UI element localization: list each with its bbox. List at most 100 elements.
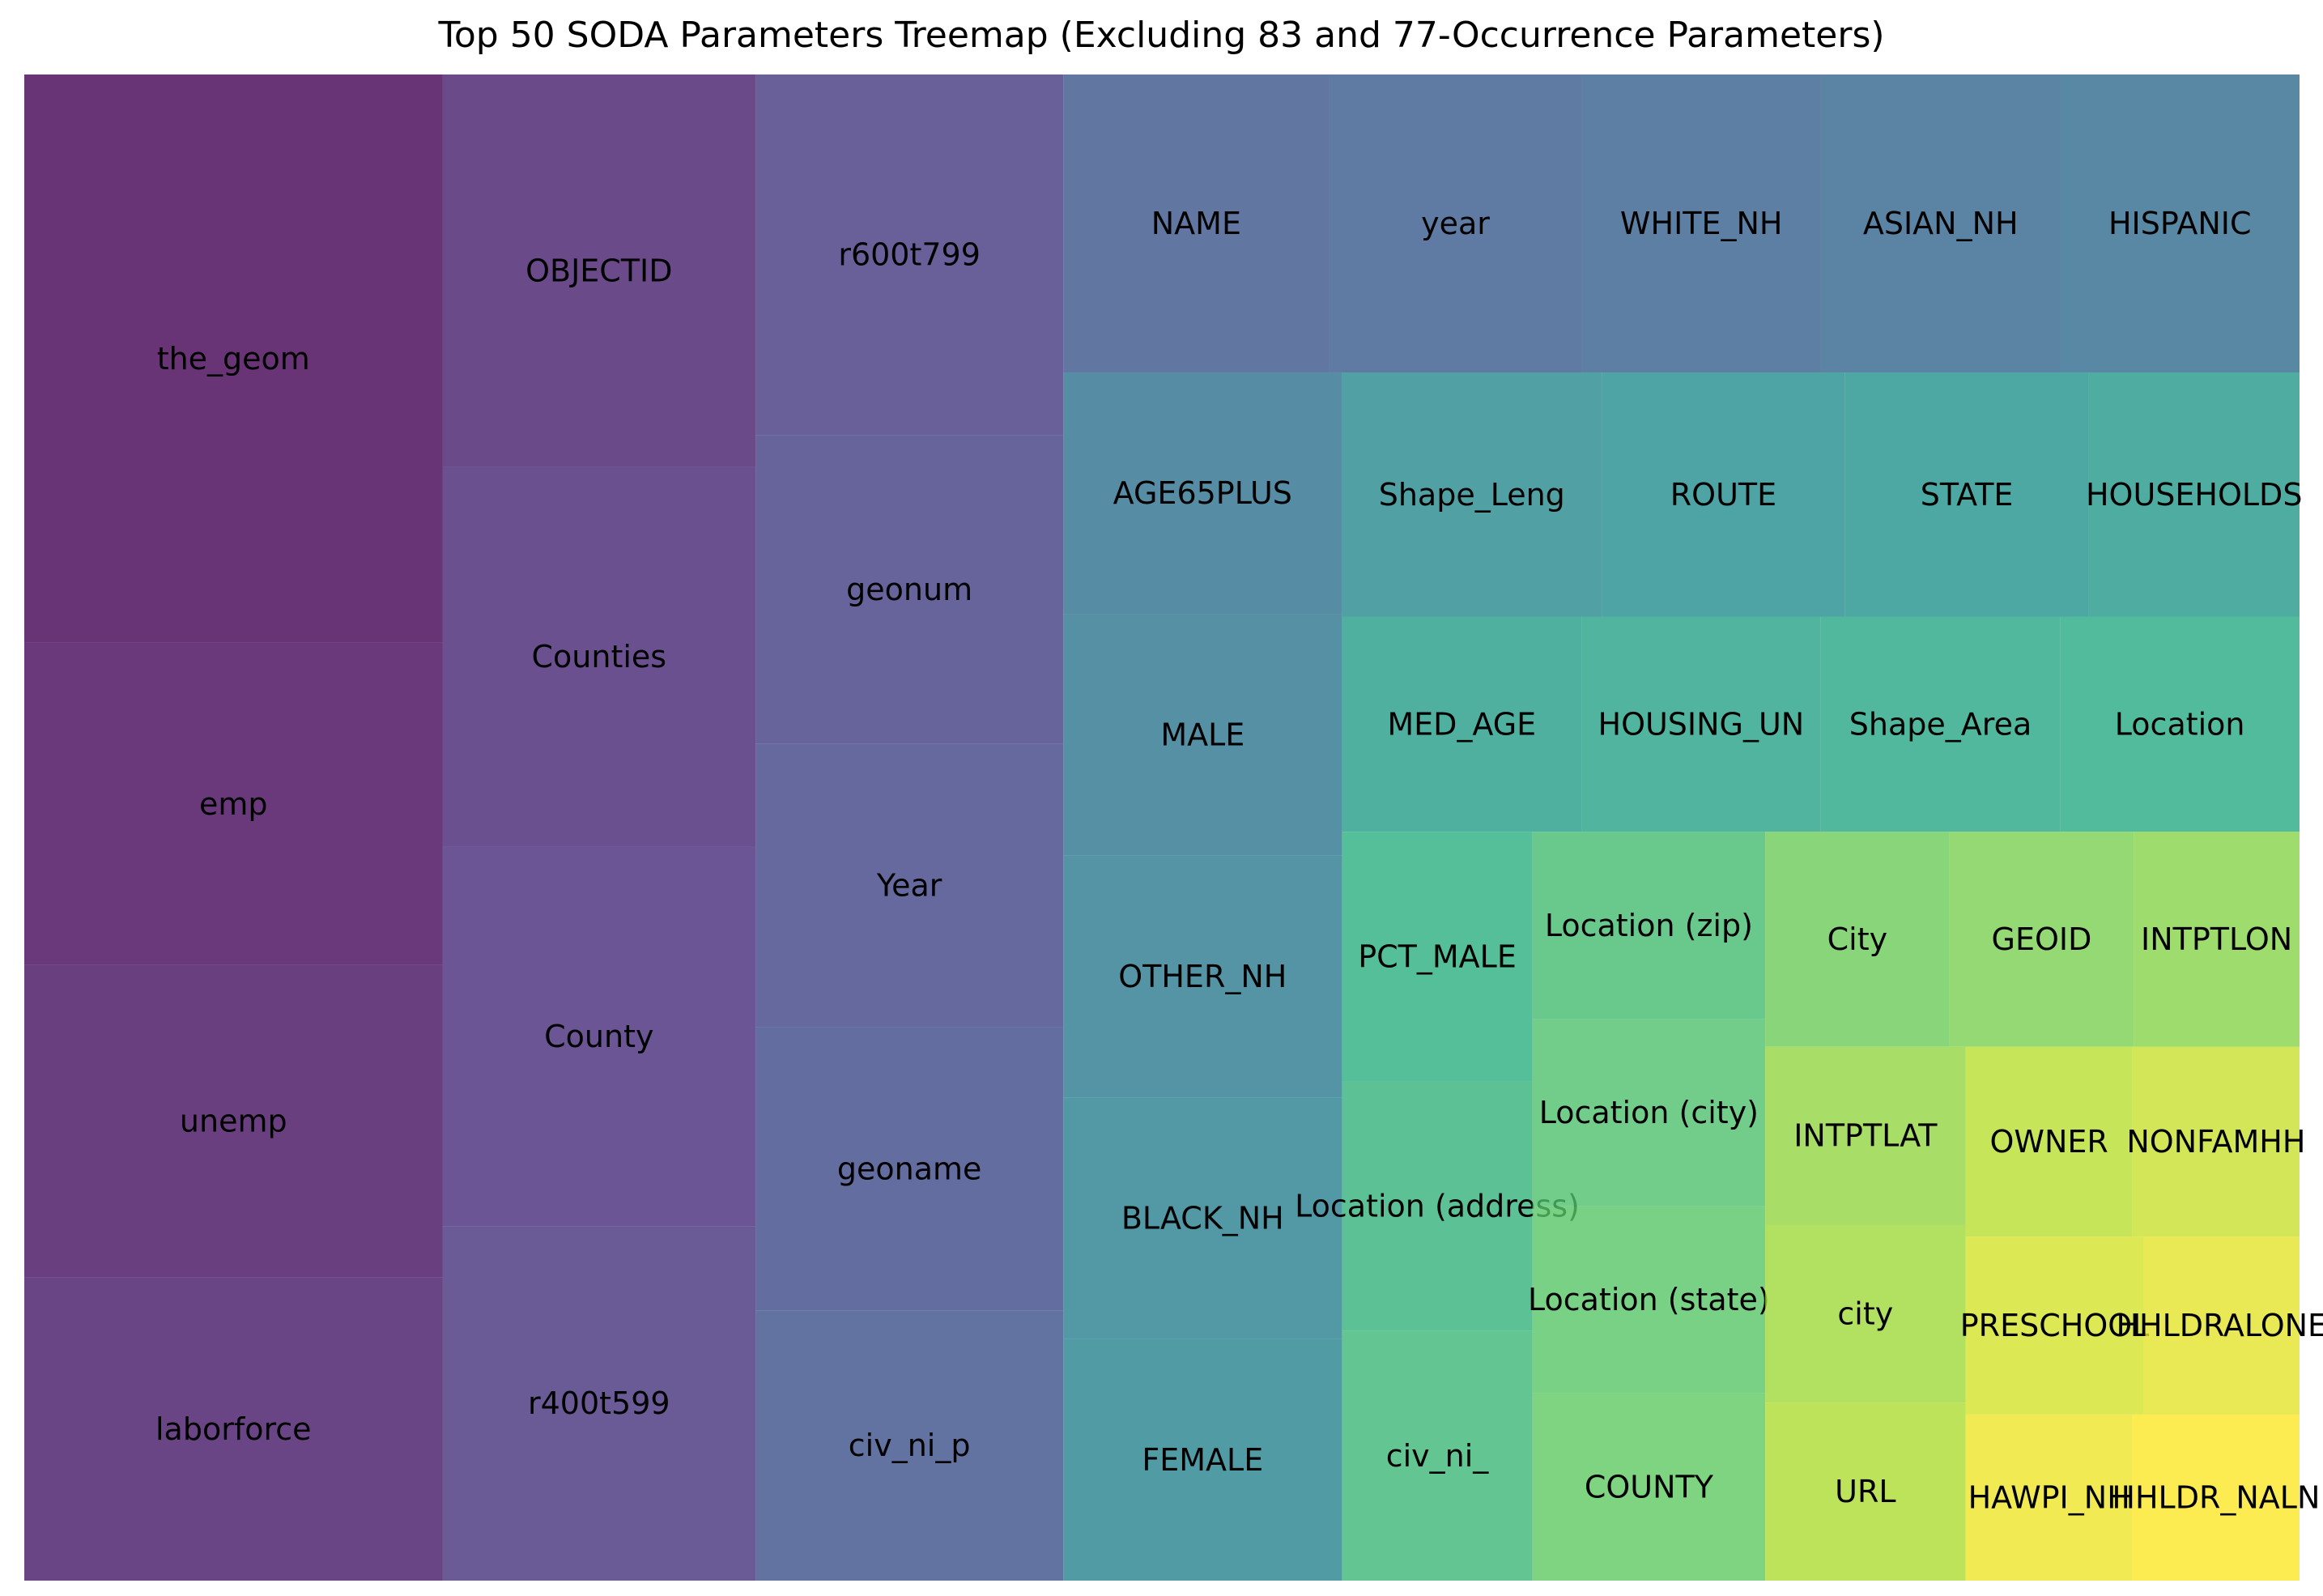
- tile-rect: [2132, 1046, 2300, 1237]
- tile-rect: [1965, 1414, 2133, 1581]
- tile-rect: [1063, 372, 1342, 615]
- tile-rect: [1765, 832, 1950, 1047]
- tile-location-zip: Location (zip): [1532, 832, 1766, 1019]
- tile-label: city: [1837, 1296, 1893, 1331]
- tile-name: NAME: [1063, 74, 1330, 373]
- tile-city: city: [1765, 1224, 1966, 1403]
- tile-label: NONFAMHH: [2126, 1124, 2305, 1160]
- tile-rect: [1765, 1402, 1966, 1581]
- tile-label: unemp: [180, 1104, 287, 1139]
- tile-civ-ni-p: civ_ni_p: [755, 1310, 1064, 1581]
- tile-location: Location: [2060, 616, 2300, 832]
- tile-label: OTHER_NH: [1118, 959, 1287, 994]
- tile-rect: [1820, 616, 2061, 832]
- chart-title: Top 50 SODA Parameters Treemap (Excludin…: [438, 15, 1885, 56]
- tile-label: HISPANIC: [2108, 206, 2252, 241]
- tile-rect: [2132, 1414, 2300, 1581]
- tile-route: ROUTE: [1602, 372, 1845, 617]
- tile-households: HOUSEHOLDS: [2086, 372, 2302, 617]
- tile-nonfamhh: NONFAMHH: [2126, 1046, 2305, 1237]
- tile-intptlon: INTPTLON: [2134, 832, 2300, 1047]
- tile-rect: [1820, 74, 2061, 373]
- tile-rect: [1342, 372, 1602, 617]
- tile-county: County: [442, 846, 756, 1227]
- tile-hawpi-nh: HAWPI_NH: [1965, 1414, 2133, 1581]
- tile-city: City: [1765, 832, 1950, 1047]
- tile-rect: [755, 1310, 1064, 1581]
- tile-label: NAME: [1151, 206, 1241, 241]
- tile-rect: [1063, 74, 1330, 373]
- tile-white-nh: WHITE_NH: [1581, 74, 1821, 373]
- tile-location-address: Location (address): [1295, 1081, 1580, 1331]
- tile-rect: [1581, 616, 1821, 832]
- tile-rect: [1063, 1339, 1342, 1581]
- tile-geoname: geoname: [755, 1027, 1064, 1311]
- tile-rect: [1063, 1097, 1342, 1339]
- tile-label: City: [1827, 921, 1887, 957]
- tile-label: Location (state): [1528, 1282, 1770, 1317]
- tile-rect: [2060, 74, 2300, 373]
- tile-label: geoname: [837, 1151, 982, 1186]
- tile-rect: [442, 74, 756, 467]
- tile-housing-un: HOUSING_UN: [1581, 616, 1821, 832]
- tile-rect: [1063, 855, 1342, 1098]
- tile-preschool: PRESCHOOL: [1960, 1236, 2150, 1415]
- tile-other-nh: OTHER_NH: [1063, 855, 1342, 1098]
- tile-label: r600t799: [838, 237, 981, 273]
- tile-r400t599: r400t599: [442, 1226, 756, 1581]
- tile-the-geom: the_geom: [24, 74, 443, 643]
- tile-rect: [2060, 616, 2300, 832]
- tile-label: ROUTE: [1670, 477, 1776, 513]
- tile-rect: [2143, 1236, 2300, 1415]
- tile-label: r400t599: [528, 1385, 670, 1421]
- tile-label: Year: [876, 868, 942, 904]
- tile-location-city: Location (city): [1532, 1019, 1766, 1207]
- tile-rect: [1602, 372, 1845, 617]
- tile-year: Year: [755, 743, 1064, 1028]
- tile-rect: [1342, 1330, 1533, 1581]
- tile-black-nh: BLACK_NH: [1063, 1097, 1342, 1339]
- tile-rect: [1949, 832, 2134, 1047]
- tile-label: URL: [1835, 1474, 1895, 1509]
- tile-label: WHITE_NH: [1620, 206, 1783, 241]
- tile-rect: [1532, 1206, 1766, 1394]
- tile-label: GEOID: [1992, 921, 2092, 957]
- tile-label: County: [544, 1019, 653, 1054]
- tile-label: year: [1421, 206, 1490, 241]
- tile-label: HHLDR_NALN: [2112, 1479, 2320, 1515]
- tile-hispanic: HISPANIC: [2060, 74, 2300, 373]
- tile-rect: [2134, 832, 2300, 1047]
- tile-label: COUNTY: [1585, 1469, 1714, 1504]
- tile-label: the_geom: [157, 341, 310, 377]
- tile-location-state: Location (state): [1528, 1206, 1770, 1394]
- tile-asian-nh: ASIAN_NH: [1820, 74, 2061, 373]
- tile-label: laborforce: [155, 1411, 312, 1447]
- tile-rect: [1581, 74, 1821, 373]
- tile-rect: [1965, 1236, 2144, 1415]
- tile-label: PRESCHOOL: [1960, 1308, 2150, 1343]
- tile-label: Location (zip): [1545, 908, 1753, 943]
- tile-rect: [755, 743, 1064, 1028]
- tile-rect: [1532, 832, 1766, 1019]
- tile-rect: [1844, 372, 2089, 617]
- tile-label: geonum: [846, 572, 972, 607]
- tile-geonum: geonum: [755, 435, 1064, 744]
- tile-county: COUNTY: [1532, 1393, 1766, 1581]
- tile-rect: [1342, 616, 1582, 832]
- tile-label: Shape_Area: [1849, 706, 2032, 742]
- tile-label: Location (city): [1539, 1095, 1759, 1130]
- tile-age65plus: AGE65PLUS: [1063, 372, 1342, 615]
- tile-rect: [24, 1277, 443, 1581]
- tile-intptlat: INTPTLAT: [1765, 1046, 1966, 1225]
- tile-hhldr-naln: HHLDR_NALN: [2112, 1414, 2320, 1581]
- tile-rect: [1342, 832, 1533, 1082]
- tile-rect: [1532, 1019, 1766, 1207]
- tile-label: HOUSEHOLDS: [2086, 477, 2302, 513]
- tile-unemp: unemp: [24, 964, 443, 1278]
- tile-r600t799: r600t799: [755, 74, 1064, 436]
- tile-label: STATE: [1921, 477, 2014, 513]
- tile-label: civ_ni_p: [849, 1428, 971, 1463]
- tile-hhldralone: HHLDRALONE: [2116, 1236, 2323, 1415]
- tile-med-age: MED_AGE: [1342, 616, 1582, 832]
- tile-state: STATE: [1844, 372, 2089, 617]
